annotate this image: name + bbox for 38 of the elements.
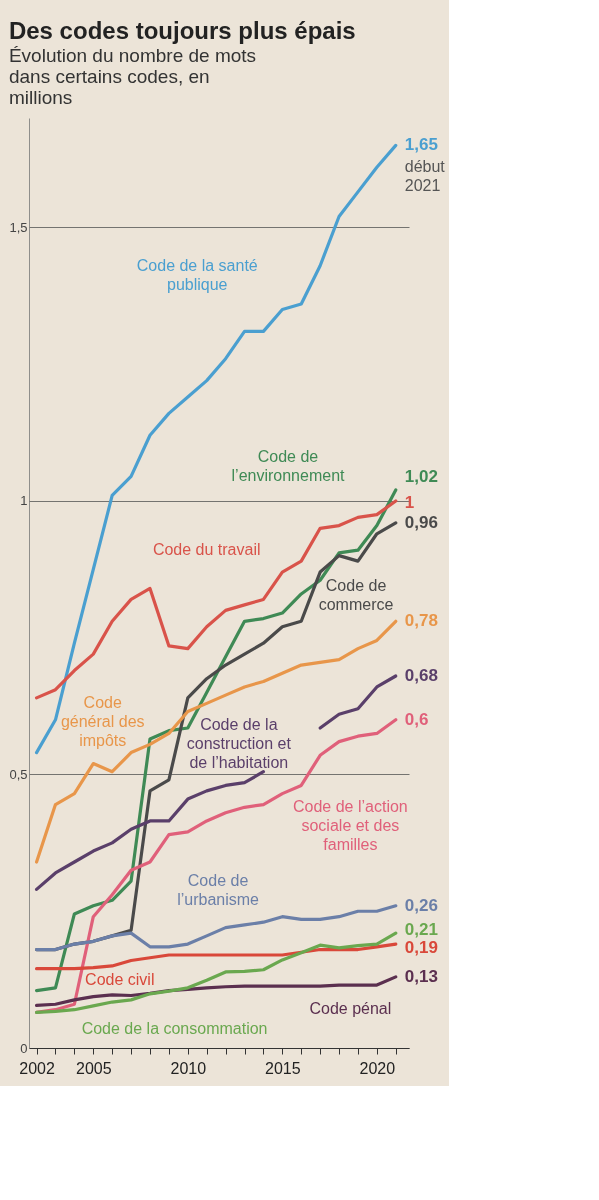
y-tick-label: 1,5 bbox=[9, 219, 28, 235]
x-tick-label: 2010 bbox=[170, 1059, 207, 1077]
data-label: 0,13 bbox=[404, 966, 438, 986]
line-series bbox=[34, 143, 398, 755]
data-label: 1,65 bbox=[404, 135, 438, 155]
series-label: Code pénal bbox=[309, 999, 392, 1017]
chart-subtitle: Évolution du nombre de mots dans certains codes, en millions bbox=[8, 45, 257, 108]
x-tick-label: 2002 bbox=[19, 1059, 55, 1077]
line-series bbox=[34, 931, 398, 1015]
series-label: Code de la consommation bbox=[81, 1019, 268, 1037]
data-label: 1,02 bbox=[404, 467, 438, 486]
text: Code de l’environnement bbox=[231, 448, 346, 485]
data-label: 0,96 bbox=[404, 512, 438, 532]
y-tick-label: 0 bbox=[20, 1040, 28, 1056]
series-label: Code du travail bbox=[152, 541, 261, 559]
data-label: 0,19 bbox=[404, 938, 438, 958]
y-tick-label: 0,5 bbox=[9, 766, 28, 782]
data-label: 0,26 bbox=[404, 895, 438, 915]
series-label: Code de commerce bbox=[318, 576, 394, 613]
line-series bbox=[34, 942, 398, 971]
data-label: 0,6 bbox=[404, 709, 429, 729]
chart-title: Des codes toujours plus épais bbox=[8, 17, 356, 44]
x-tick-label: 2015 bbox=[265, 1059, 301, 1077]
y-tick-label: 1 bbox=[20, 493, 28, 509]
data-label: 0,21 bbox=[404, 920, 438, 940]
series-label: Code de la construction et de l’habitation bbox=[186, 716, 292, 772]
series-label: Code général des impôts bbox=[60, 694, 145, 750]
series-label: Code civil bbox=[85, 971, 155, 989]
annotation: début 2021 bbox=[404, 158, 446, 195]
data-label: 0,68 bbox=[404, 666, 438, 685]
series-label: Code de l’urbanisme bbox=[177, 872, 260, 909]
series-label: Code de la santé publique bbox=[136, 256, 258, 293]
x-tick-label: 2020 bbox=[359, 1059, 396, 1077]
line-series bbox=[34, 904, 398, 952]
series-label: Code de l’action sociale et des familles bbox=[293, 798, 408, 854]
x-tick-label: 2005 bbox=[75, 1059, 112, 1077]
data-label: 0,78 bbox=[404, 611, 438, 631]
data-label: 1 bbox=[404, 492, 415, 512]
